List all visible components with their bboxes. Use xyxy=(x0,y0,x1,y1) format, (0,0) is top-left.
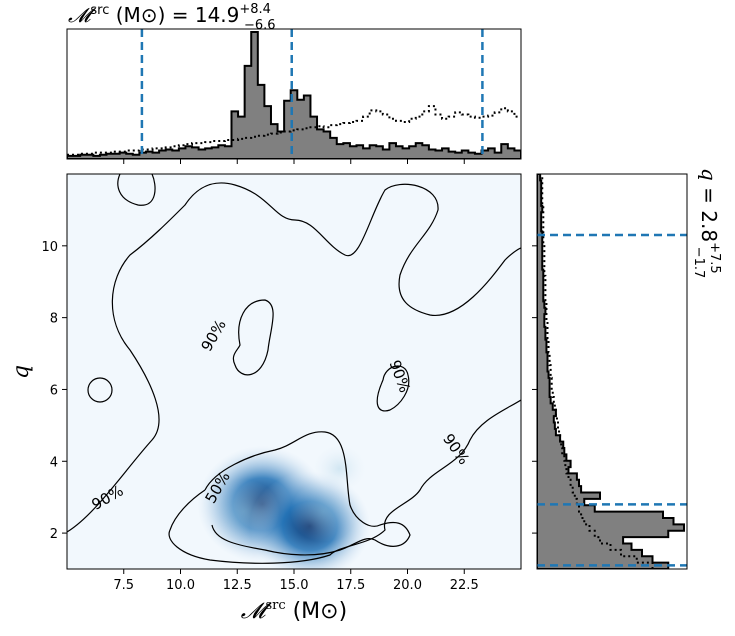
title-plus: +8.4 xyxy=(239,2,271,17)
top-title: 𝓜src (M⊙) = 14.9+8.4 −6.6 xyxy=(68,2,276,33)
top-marginal-panel xyxy=(66,28,522,164)
top-prior-line xyxy=(67,105,521,156)
contours xyxy=(67,174,521,564)
x-tick-label: 20.0 xyxy=(393,578,422,593)
density-peak xyxy=(208,479,280,544)
y-axis-label: q xyxy=(9,365,34,379)
x-tick-label: 15.0 xyxy=(280,578,309,593)
rtitle-plus: +7.5 xyxy=(707,242,722,274)
y-tick-label: 8 xyxy=(50,312,58,327)
x-tick-label: 10.0 xyxy=(166,578,195,593)
x-axis-label: 𝓜src (M⊙) xyxy=(241,598,347,624)
density-peak xyxy=(290,481,358,542)
right-quantile-lines xyxy=(537,233,687,567)
contour-50 xyxy=(204,431,411,556)
joint-x-ticks: 7.5 10.0 12.5 15.0 17.5 20.0 22.5 xyxy=(113,569,479,593)
contour-90-outer xyxy=(67,182,521,533)
right-histogram xyxy=(537,174,685,569)
right-prior-line xyxy=(541,174,654,569)
x-tick-label: 17.5 xyxy=(336,578,365,593)
contour-90-mid xyxy=(232,299,274,376)
top-quantile-lines xyxy=(140,29,484,159)
x-axis-label-sup: src xyxy=(265,598,285,613)
right-marginal-panel xyxy=(532,173,688,570)
contour-90-topleft xyxy=(117,174,156,206)
y-tick-label: 6 xyxy=(50,383,58,398)
density-peak xyxy=(312,444,367,493)
rtitle-value: = 2.8 xyxy=(697,181,721,242)
x-axis-label-unit: (M⊙) xyxy=(286,599,348,624)
x-tick-label: 12.5 xyxy=(223,578,252,593)
right-title: q = 2.8+7.5−1.7 xyxy=(691,168,722,278)
title-sup: src xyxy=(90,3,109,18)
rtitle-symbol: q xyxy=(697,168,721,181)
rtitle-minus: −1.7 xyxy=(691,247,706,279)
y-tick-label: 4 xyxy=(50,455,58,470)
contour-90-left-blob xyxy=(87,377,113,403)
title-minus: −6.6 xyxy=(244,18,276,33)
x-tick-label: 7.5 xyxy=(113,578,134,593)
y-tick-label: 2 xyxy=(50,527,58,542)
right-frame xyxy=(536,173,688,570)
top-histogram xyxy=(67,31,521,159)
right-y-ticks xyxy=(532,245,537,534)
title-value: (M⊙) = 14.9 xyxy=(109,3,239,27)
y-tick-label: 10 xyxy=(41,240,58,255)
top-x-ticks xyxy=(123,159,465,164)
contour-90-small-right xyxy=(376,365,410,412)
density-layer xyxy=(197,444,371,569)
x-tick-label: 22.5 xyxy=(450,578,479,593)
joint-panel: 50%90%90%90%90% 7.5 10.0 12.5 15.0 17.5 20.0 2… xyxy=(41,173,522,593)
joint-y-ticks: 2 4 6 8 10 xyxy=(41,240,67,542)
